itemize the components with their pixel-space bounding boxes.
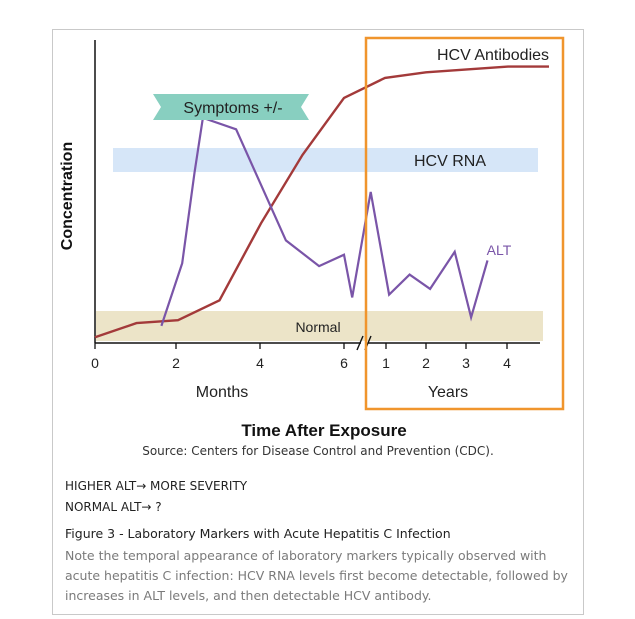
- caption-body: Note the temporal appearance of laborato…: [65, 548, 568, 603]
- x-tick-label: 1: [382, 355, 390, 371]
- x-tick-label: 0: [91, 355, 99, 371]
- caption-title: Figure 3 - Laboratory Markers with Acute…: [65, 526, 451, 541]
- x-tick-label: 2: [422, 355, 430, 371]
- x-tick-label: 4: [256, 355, 264, 371]
- key-line-2: NORMAL ALT→ ?: [65, 500, 162, 514]
- x-tick-label: 6: [340, 355, 348, 371]
- normal-band: [96, 311, 543, 341]
- x-ticks: 0 2 4 6 1 2 3 4: [91, 343, 511, 371]
- series-line-hcv-antibodies: [94, 65, 549, 339]
- axis-break-1: [356, 335, 364, 351]
- alt-label: ALT: [487, 242, 512, 258]
- hcv-rna-label: HCV RNA: [414, 153, 486, 170]
- years-label: Years: [428, 384, 468, 401]
- source-note: Source: Centers for Disease Control and …: [142, 444, 494, 458]
- symptoms-label: Symptoms +/-: [183, 100, 282, 117]
- figure-frame: [52, 29, 584, 615]
- months-label: Months: [196, 384, 248, 401]
- normal-label: Normal: [295, 319, 340, 335]
- x-axis-title: Time After Exposure: [241, 421, 406, 440]
- series-line-alt: [160, 116, 489, 327]
- y-axis-title: Concentration: [59, 142, 76, 250]
- hcv-chart: HCV RNA Normal 0 2 4 6 1 2 3 4 Months Years Tim…: [59, 36, 565, 440]
- years-highlight-box: [364, 36, 565, 411]
- key-line-1: HIGHER ALT→ MORE SEVERITY: [65, 479, 248, 493]
- x-tick-label: 4: [503, 355, 511, 371]
- x-tick-label: 3: [462, 355, 470, 371]
- hcv-rna-band: [113, 148, 538, 172]
- x-tick-label: 2: [172, 355, 180, 371]
- hcv-antibodies-label: HCV Antibodies: [437, 47, 549, 64]
- symptoms-banner: [153, 94, 309, 120]
